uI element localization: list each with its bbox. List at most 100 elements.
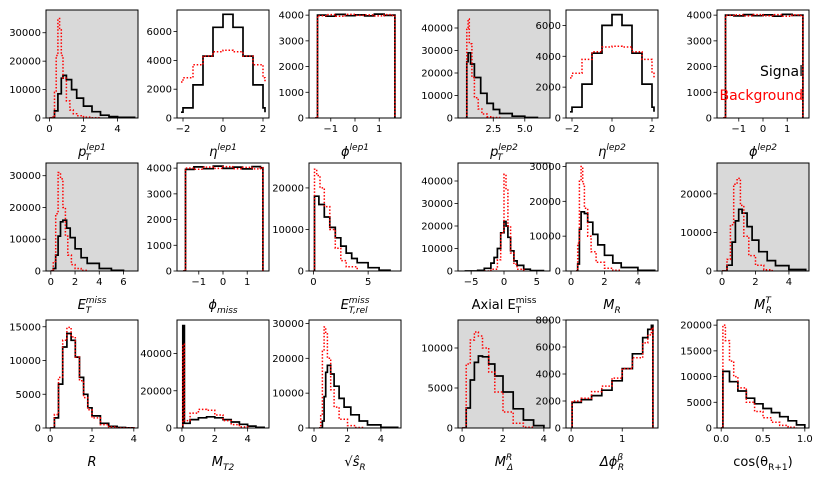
y-tick-label: 20000 xyxy=(529,197,561,208)
y-tick-label: 20000 xyxy=(680,321,712,332)
y-tick-label: 40000 xyxy=(421,24,453,35)
y-tick-label: 10000 xyxy=(421,344,453,355)
x-tick-label: 6 xyxy=(120,277,126,288)
y-tick-label: 6000 xyxy=(536,21,561,32)
y-tick-label: 6000 xyxy=(536,343,561,354)
plot-area xyxy=(46,163,138,271)
axes-frame xyxy=(457,9,551,119)
x-tick-label: 2 xyxy=(344,434,350,445)
x-tick-label: 2 xyxy=(89,434,95,445)
y-tick-label: 6000 xyxy=(147,27,172,38)
signal-histogram xyxy=(576,210,656,271)
x-tick-label: −1 xyxy=(731,124,746,135)
signal-histogram xyxy=(464,220,545,271)
panel-10: −5 0 5 0 10000 20000 30000 40000 Axial Emiss T xyxy=(421,162,551,316)
x-tick-label: 4 xyxy=(244,434,250,445)
y-tick-label: 0 xyxy=(447,114,453,125)
x-tick-label: 0 xyxy=(760,124,766,135)
x-tick-label: 2 xyxy=(72,277,78,288)
y-tick-label: 0 xyxy=(706,267,712,278)
x-tick-label: 5 xyxy=(365,277,371,288)
plot-area xyxy=(717,163,809,271)
plot-area xyxy=(717,320,809,428)
x-axis-title: Δϕβ R xyxy=(599,453,624,473)
y-tick-label: 30000 xyxy=(9,171,41,182)
x-tick-label: 5 xyxy=(534,277,540,288)
panel-8: −1 0 1 0 1000 2000 3000 4000 ϕmiss xyxy=(147,162,270,316)
x-axis-title: Emiss T,rel xyxy=(341,296,370,316)
signal-histogram xyxy=(313,195,391,271)
x-tick-label: 1 xyxy=(619,434,625,445)
x-tick-label: 2 xyxy=(260,124,266,135)
background-histogram xyxy=(570,45,655,79)
axes-frame xyxy=(716,162,810,272)
signal-histogram xyxy=(181,13,266,114)
x-axis-title: R xyxy=(87,455,96,470)
y-tick-label: 10000 xyxy=(680,372,712,383)
panel-3: −1 0 1 0 1000 2000 3000 4000 ϕlep1 xyxy=(279,9,402,160)
background-histogram xyxy=(50,326,135,428)
y-tick-label: 2000 xyxy=(147,85,172,96)
y-tick-label: 8000 xyxy=(536,316,561,327)
background-histogram xyxy=(181,343,249,428)
axes-frame xyxy=(457,319,551,429)
y-tick-label: 5000 xyxy=(687,398,712,409)
y-tick-label: 0 xyxy=(298,114,304,125)
y-tick-label: 10000 xyxy=(421,244,453,255)
panel-2: −2 0 2 0 2000 4000 6000 ηlep1 xyxy=(147,9,270,160)
x-tick-label: 0 xyxy=(220,124,226,135)
plot-area xyxy=(46,10,138,118)
x-tick-label: 0 xyxy=(311,434,317,445)
y-tick-label: 4000 xyxy=(147,164,172,175)
y-tick-label: 0 xyxy=(447,267,453,278)
y-tick-label: 20000 xyxy=(421,69,453,80)
y-tick-label: 10000 xyxy=(529,232,561,243)
panel-5: −2 0 2 0 2000 4000 6000 ηlep2 xyxy=(536,9,659,160)
x-tick-label: −2 xyxy=(176,124,191,135)
x-tick-label: 2 xyxy=(649,124,655,135)
y-tick-label: 20000 xyxy=(140,386,172,397)
y-tick-label: 1000 xyxy=(279,88,304,99)
x-axis-title: MT R xyxy=(754,296,772,316)
x-axis-title: Emiss T xyxy=(78,296,107,316)
x-tick-label: 0 xyxy=(609,124,615,135)
x-tick-label: 0 xyxy=(47,434,53,445)
y-tick-label: 30000 xyxy=(272,319,304,330)
x-tick-label: 2 xyxy=(601,277,607,288)
background-histogram xyxy=(313,168,358,271)
x-tick-label: 0 xyxy=(220,277,226,288)
y-tick-label: 10000 xyxy=(9,235,41,246)
y-tick-label: 10000 xyxy=(9,356,41,367)
x-tick-label: 0 xyxy=(568,434,574,445)
y-tick-label: 2000 xyxy=(687,62,712,73)
x-tick-label: 0 xyxy=(179,434,185,445)
y-tick-label: 20000 xyxy=(272,183,304,194)
background-histogram xyxy=(723,13,804,118)
y-tick-label: 40000 xyxy=(140,349,172,360)
y-tick-label: 40000 xyxy=(421,177,453,188)
y-tick-label: 1000 xyxy=(687,88,712,99)
y-tick-label: 0 xyxy=(298,267,304,278)
panel-13: 0 2 4 0 5000 10000 15000 R xyxy=(9,319,139,470)
y-tick-label: 2000 xyxy=(536,397,561,408)
x-tick-label: 2 xyxy=(500,434,506,445)
plot-area xyxy=(177,320,269,428)
x-axis-title: √ŝR xyxy=(344,455,365,473)
panel-6: −1 0 1 0 1000 2000 3000 4000 ϕlep2 Signal Backgrou… xyxy=(687,9,810,160)
panel-9: 0 5 0 10000 20000 Emiss T,rel xyxy=(272,162,402,316)
plot-area xyxy=(309,10,401,118)
background-histogram xyxy=(50,171,88,271)
y-tick-label: 0 xyxy=(298,424,304,435)
y-tick-label: 0 xyxy=(706,424,712,435)
y-tick-label: 5000 xyxy=(16,390,41,401)
x-tick-label: 2 xyxy=(80,124,86,135)
y-tick-label: 2000 xyxy=(147,215,172,226)
panel-11: 0 2 4 0 10000 20000 30000 MR xyxy=(529,162,659,316)
x-tick-label: 2 xyxy=(212,434,218,445)
x-tick-label: 1 xyxy=(376,124,382,135)
x-axis-title: MT2 xyxy=(212,455,235,473)
y-tick-label: 0 xyxy=(447,424,453,435)
x-tick-label: 4 xyxy=(786,277,792,288)
x-tick-label: 0 xyxy=(46,124,52,135)
y-tick-label: 4000 xyxy=(687,11,712,22)
